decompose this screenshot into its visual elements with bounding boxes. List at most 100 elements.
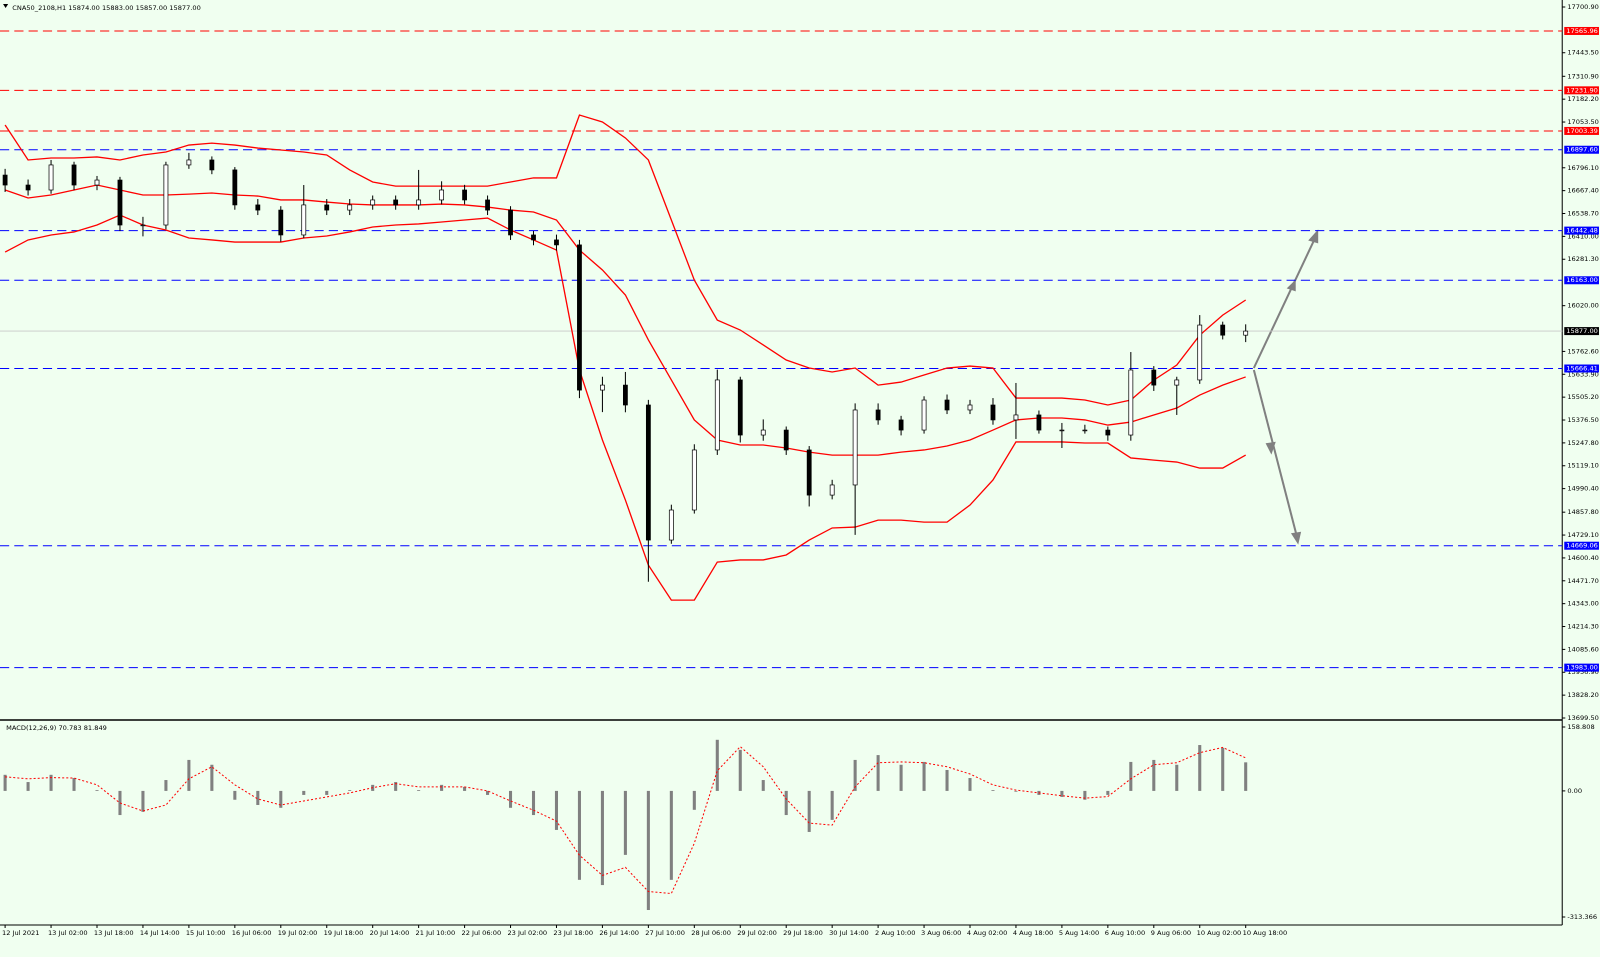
x-tick-label: 28 Jul 06:00 [691, 929, 731, 937]
x-tick-label: 13 Jul 02:00 [48, 929, 88, 937]
x-tick-label: 30 Jul 14:00 [829, 929, 869, 937]
y-tick-label: 16538.70 [1567, 210, 1599, 218]
level-badge [1564, 276, 1599, 285]
candle-body [462, 189, 467, 201]
macd-bar [325, 790, 329, 795]
y-tick-label: 15633.90 [1567, 370, 1599, 378]
x-tick-label: 12 Jul 2021 [2, 929, 39, 937]
macd-bar [830, 790, 834, 820]
macd-bar [554, 790, 559, 830]
macd-bar [1083, 790, 1087, 800]
y-tick-label: 14085.60 [1567, 645, 1599, 653]
level-label: 14669.06 [1566, 542, 1598, 550]
macd-bar [738, 749, 742, 791]
macd-bar [233, 790, 237, 800]
x-tick-label: 4 Aug 18:00 [1013, 929, 1053, 937]
macd-bar [210, 764, 214, 791]
level-badge [1564, 145, 1599, 154]
macd-bar [899, 764, 903, 791]
candle-body [668, 509, 674, 541]
y-tick-label: 13956.90 [1567, 668, 1599, 676]
x-tick-label: 29 Jul 02:00 [737, 929, 777, 937]
x-tick-label: 21 Jul 10:00 [416, 929, 456, 937]
level-label: 13983.00 [1566, 664, 1598, 672]
candle-body [1082, 429, 1088, 432]
macd-bar [1152, 759, 1156, 791]
candle-body [967, 404, 973, 411]
x-tick-label: 19 Jul 02:00 [278, 929, 318, 937]
candle-body [71, 164, 77, 186]
x-tick-label: 2 Aug 10:00 [875, 929, 915, 937]
candle-body [714, 379, 720, 451]
y-tick-label: 17700.90 [1567, 3, 1599, 11]
y-tick-label: 14471.70 [1567, 577, 1599, 585]
macd-bar [1106, 790, 1110, 795]
candle-body [531, 234, 536, 241]
candle-body [829, 484, 835, 496]
arrow-up [1252, 237, 1317, 369]
level-badge [1564, 226, 1599, 235]
candle-body [875, 409, 881, 421]
y-tick-label: 16796.10 [1567, 164, 1599, 172]
x-tick-label: 10 Aug 18:00 [1243, 929, 1288, 937]
y-tick-label: 14857.80 [1567, 508, 1599, 516]
y-tick-label: 17182.20 [1567, 95, 1599, 103]
macd-bar [1198, 745, 1202, 791]
level-label: 16163.00 [1566, 276, 1598, 284]
candle-body [186, 159, 192, 166]
macd-bar [417, 790, 421, 791]
y-tick-label: 16020.00 [1567, 302, 1599, 310]
candle-body [921, 399, 927, 431]
last-price-badge [1564, 327, 1599, 336]
macd-bar [26, 782, 30, 791]
macd-bar [141, 790, 145, 812]
macd-bar [692, 790, 696, 810]
last-price-label: 15877.00 [1566, 327, 1598, 335]
bollinger-band [4, 114, 1247, 406]
y-tick-label: 15505.20 [1567, 393, 1599, 401]
y-tick-label: 16410.00 [1567, 232, 1599, 240]
level-label: 16442.48 [1566, 227, 1598, 235]
candle-body [485, 199, 490, 211]
y-tick-label: 17443.50 [1567, 49, 1599, 57]
x-tick-label: 9 Aug 06:00 [1151, 929, 1191, 937]
candle-body [1105, 429, 1111, 436]
candle-body [25, 184, 31, 191]
macd-bar [256, 790, 260, 805]
candle-body [370, 199, 376, 206]
macd-bar [807, 790, 811, 832]
macd-bar [440, 784, 444, 791]
arrow-down [1252, 369, 1298, 537]
y-tick-label: 14990.40 [1567, 485, 1599, 493]
candle-body [944, 399, 950, 411]
candle-body [600, 384, 605, 391]
x-tick-label: 20 Jul 14:00 [370, 929, 410, 937]
level-label: 16897.60 [1566, 146, 1598, 154]
candle-body [645, 404, 651, 541]
indicator-title: MACD(12,26,9) 70.783 81.849 [6, 724, 107, 732]
macd-bar [922, 761, 926, 791]
macd-bar [784, 790, 788, 816]
macd-bar [279, 790, 283, 808]
y-tick-label: -313.366 [1567, 913, 1597, 921]
x-tick-label: 4 Aug 02:00 [967, 929, 1007, 937]
candle-body [577, 244, 582, 391]
x-tick-label: 23 Jul 18:00 [553, 929, 593, 937]
macd-bar [49, 774, 53, 791]
candle-body [760, 429, 766, 436]
candle-body [554, 239, 559, 246]
macd-bar [991, 790, 995, 791]
arrowhead [1290, 531, 1302, 545]
macd-bar [1129, 761, 1133, 791]
level-badge [1564, 364, 1599, 373]
y-tick-label: 158.808 [1567, 723, 1594, 731]
macd-bar [531, 790, 536, 816]
candle-body [48, 164, 54, 191]
macd-bar [348, 790, 352, 791]
x-tick-label: 3 Aug 06:00 [921, 929, 961, 937]
candle-body [416, 199, 422, 206]
bollinger-band [4, 214, 1247, 601]
macd-bar [72, 778, 76, 791]
x-tick-label: 23 Jul 02:00 [507, 929, 547, 937]
chart-title: CNA50_2108,H1 15874.00 15883.00 15857.00… [12, 4, 201, 12]
